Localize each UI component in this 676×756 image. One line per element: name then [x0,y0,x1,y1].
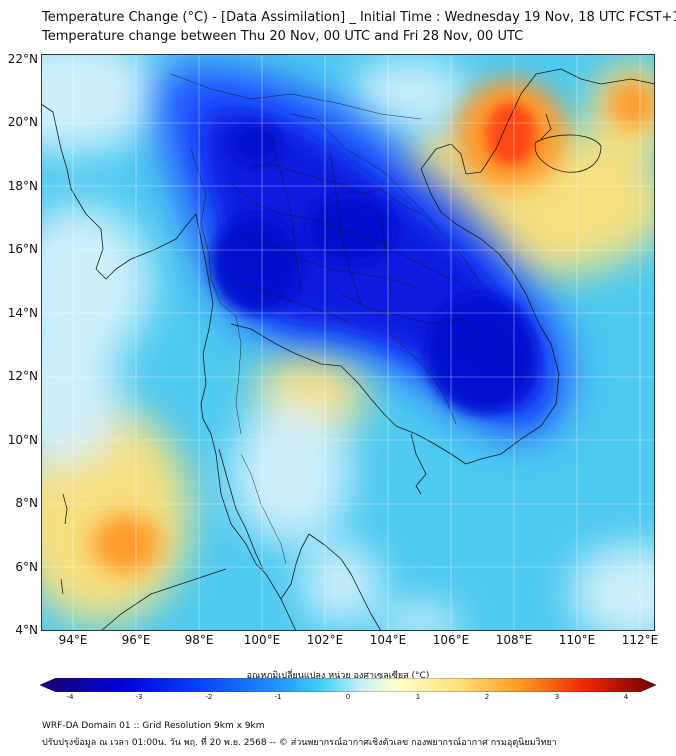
lat-label: 18°N [7,179,38,193]
footer-model-info: WRF-DA Domain 01 :: Grid Resolution 9km … [42,721,265,731]
coastline-peninsula-east [280,533,382,631]
border-provinces-3 [240,283,352,325]
lat-label: 20°N [7,115,38,129]
border-provinces-5 [330,153,362,305]
border-provinces-4 [270,133,302,295]
colorbar [40,678,656,692]
lon-label: 110°E [558,633,596,647]
colorbar-tick: 0 [345,693,351,701]
lon-label: 98°E [184,633,214,647]
lon-label: 112°E [621,633,659,647]
nicobar-islands [60,578,64,595]
lat-label: 10°N [7,433,38,447]
lat-label: 16°N [7,242,38,256]
colorbar-tick: -1 [274,693,282,701]
lon-label: 96°E [121,633,151,647]
border-provinces-2 [240,233,422,290]
border-myanmar-thailand [190,148,242,435]
lon-label: 100°E [243,633,281,647]
andaman-islands [62,493,68,525]
lat-label: 12°N [7,369,38,383]
colorbar-tick: -3 [135,693,143,701]
colorbar-tick: 2 [484,693,490,701]
lat-label: 4°N [15,623,38,637]
footer-credit: ปรับปรุงข้อมูล ณ เวลา 01:00น. วัน พฤ. ที… [42,738,557,748]
lon-label: 102°E [306,633,344,647]
border-china-north [170,73,422,120]
coastline-bay-of-bengal [41,103,297,631]
border-provinces-1 [230,183,462,285]
colorbar-tick: 4 [623,693,629,701]
lon-label: 108°E [495,633,533,647]
colorbar-tick: -4 [66,693,74,701]
map-subtitle: Temperature change between Thu 20 Nov, 0… [42,29,524,44]
coastline-cambodia-vietnam-south [410,433,427,495]
lat-label: 8°N [15,496,38,510]
border-peninsula [240,453,287,565]
temperature-change-map[interactable] [41,54,655,631]
colorbar-tick: 3 [554,693,560,701]
coastline-gulf-west [230,68,655,465]
border-thailand-cambodia [340,293,482,335]
border-cambodia-vietnam [385,308,457,425]
lon-label: 104°E [369,633,407,647]
lon-label: 106°E [432,633,470,647]
colorbar-caption: อุณหภูมิเปลี่ยนแปลง หน่วย องศาเซลเซียส (… [246,671,430,681]
lat-label: 14°N [7,306,38,320]
leizhou-peninsula [540,113,552,140]
colorbar-tick: -2 [205,693,213,701]
lat-label: 22°N [7,52,38,66]
map-title: Temperature Change (°C) - [Data Assimila… [42,10,676,25]
lat-label: 6°N [15,560,38,574]
coastline-gulf-of-thailand-south [218,448,264,570]
sumatra-coast [100,568,227,631]
border-laos-vietnam [290,113,482,285]
colorbar-tick: 1 [415,693,421,701]
lon-label: 94°E [58,633,88,647]
colorbar-gradient [40,678,656,692]
border-provinces-6 [380,213,392,295]
hainan-island [534,134,602,173]
